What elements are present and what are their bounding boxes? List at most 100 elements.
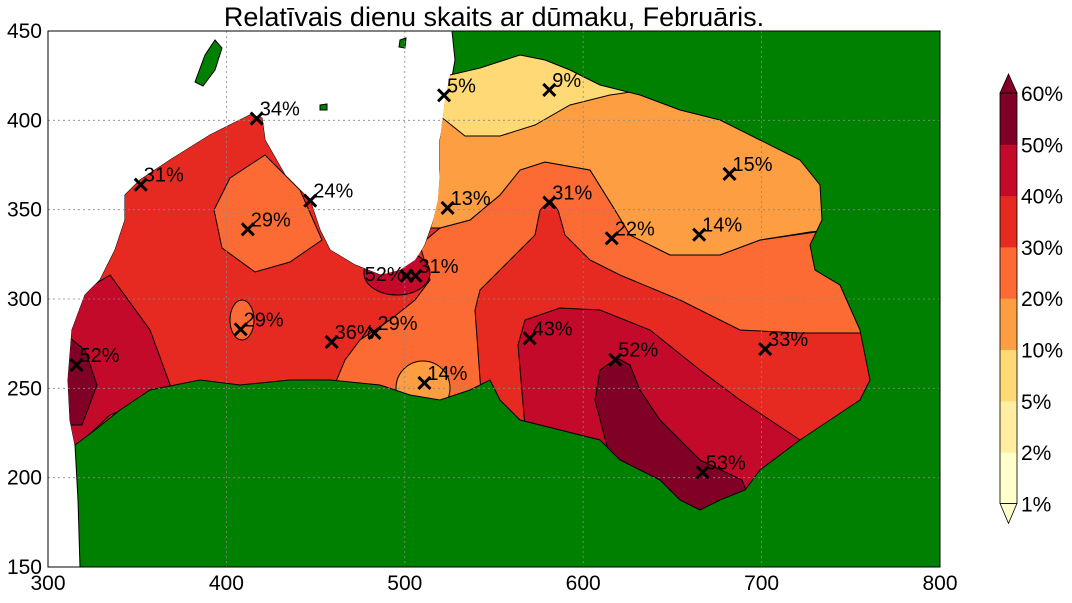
station-marker: 33% bbox=[758, 329, 808, 357]
station-marker: 15% bbox=[722, 154, 773, 181]
level-20-30 bbox=[213, 154, 323, 273]
station-label: 29% bbox=[377, 313, 417, 335]
station-label: 22% bbox=[615, 218, 655, 240]
colorbar-band bbox=[1000, 400, 1017, 453]
x-marker-icon bbox=[233, 322, 248, 337]
x-marker-icon bbox=[303, 193, 318, 208]
colorbar-band bbox=[1000, 452, 1017, 504]
x-marker-icon bbox=[758, 341, 773, 357]
x-tick-label: 400 bbox=[209, 572, 244, 595]
plot-frame bbox=[47, 30, 941, 568]
station-marker: 5% bbox=[436, 75, 476, 103]
station-label: 31% bbox=[144, 165, 184, 187]
station-marker: 29% bbox=[233, 309, 284, 337]
station-label: 43% bbox=[533, 318, 573, 340]
x-tick-label: 800 bbox=[922, 572, 957, 595]
x-marker-icon bbox=[240, 222, 255, 237]
x-tick-label: 300 bbox=[30, 572, 65, 595]
station-marker: 14% bbox=[692, 215, 742, 242]
station-label: 52% bbox=[80, 345, 120, 367]
chart-title: Relatīvais dienu skaits ar dūmaku, Febru… bbox=[224, 2, 764, 32]
y-tick-label: 300 bbox=[7, 288, 42, 311]
station-marker: 43% bbox=[522, 318, 573, 346]
colorbar-frame bbox=[999, 92, 1018, 504]
y-tick-label: 250 bbox=[7, 377, 42, 400]
station-marker: 29% bbox=[240, 209, 291, 237]
latvia-border bbox=[74, 54, 871, 511]
station-marker: 34% bbox=[249, 99, 300, 126]
station-label: 29% bbox=[251, 209, 291, 231]
station-marker: 9% bbox=[542, 70, 581, 98]
y-axis: 150 200 250 300 350 400 450 bbox=[7, 20, 42, 579]
colorbar-band bbox=[1000, 298, 1017, 350]
colorbar-label: 50% bbox=[1021, 134, 1063, 157]
station-marker: 14% bbox=[417, 363, 468, 391]
station-label: 52% bbox=[365, 264, 405, 286]
colorbar-label: 60% bbox=[1021, 83, 1063, 106]
x-marker-icon bbox=[324, 334, 339, 349]
colorbar-extend-min bbox=[999, 503, 1018, 525]
station-label: 31% bbox=[419, 256, 459, 278]
station-marker: 24% bbox=[303, 181, 353, 208]
x-tick-label: 600 bbox=[566, 572, 601, 595]
station-label: 9% bbox=[552, 70, 581, 92]
level-20-30 bbox=[229, 299, 255, 341]
station-marker: 31% bbox=[133, 165, 184, 192]
station-label: 13% bbox=[451, 188, 491, 210]
station-label: 29% bbox=[244, 309, 284, 331]
colorbar-band bbox=[1000, 195, 1017, 248]
y-tick-label: 200 bbox=[7, 467, 42, 490]
station-label: 15% bbox=[732, 154, 772, 176]
grid bbox=[48, 31, 940, 567]
x-marker-icon bbox=[695, 465, 710, 480]
x-marker-icon bbox=[417, 375, 432, 391]
x-marker-icon bbox=[692, 227, 707, 242]
y-tick-label: 150 bbox=[7, 556, 42, 579]
colorbar: 1% 2% 5% 10% 20% 30% 40% 50% 60% bbox=[999, 73, 1063, 525]
station-label: 31% bbox=[552, 183, 592, 205]
x-tick-label: 700 bbox=[744, 572, 779, 595]
colorbar-label: 1% bbox=[1021, 493, 1051, 516]
station-marker: 53% bbox=[695, 452, 746, 480]
station-marker: 13% bbox=[440, 188, 491, 215]
x-marker-icon bbox=[69, 358, 84, 373]
x-tick-label: 500 bbox=[387, 572, 422, 595]
station-label: 53% bbox=[706, 452, 746, 474]
station-marker: 52% bbox=[608, 340, 659, 367]
colorbar-label: 10% bbox=[1021, 340, 1063, 363]
colorbar-label: 30% bbox=[1021, 237, 1063, 260]
station-label: 24% bbox=[313, 181, 353, 203]
station-marker: 22% bbox=[604, 218, 655, 246]
station-marker: 36% bbox=[324, 322, 375, 349]
y-tick-label: 450 bbox=[7, 20, 42, 43]
x-marker-icon bbox=[249, 111, 264, 126]
station-label: 36% bbox=[335, 322, 375, 344]
station-marker: 52% bbox=[69, 345, 120, 373]
x-marker-icon bbox=[608, 352, 623, 367]
station-label: 14% bbox=[702, 215, 742, 237]
y-tick-label: 400 bbox=[7, 109, 42, 132]
x-marker-icon bbox=[542, 195, 557, 210]
stations: 5% 9% 34% 31% 15% 24% 13% 31% 29% 22% 14% 52% 31% 29%… bbox=[69, 70, 808, 480]
y-tick-label: 350 bbox=[7, 199, 42, 222]
station-label: 14% bbox=[427, 363, 467, 385]
colorbar-label: 40% bbox=[1021, 186, 1063, 209]
station-label: 34% bbox=[260, 99, 300, 121]
x-marker-icon bbox=[440, 200, 455, 215]
station-marker: 29% bbox=[367, 313, 418, 341]
x-marker-icon bbox=[604, 231, 619, 246]
colorbar-band bbox=[1000, 349, 1017, 402]
island bbox=[319, 103, 328, 111]
station-label: 5% bbox=[447, 75, 476, 97]
station-marker: 31% bbox=[408, 256, 459, 283]
colorbar-label: 20% bbox=[1021, 288, 1063, 311]
station-label: 33% bbox=[768, 329, 808, 351]
x-marker-icon bbox=[436, 88, 452, 103]
x-axis: 300 400 500 600 700 800 bbox=[30, 572, 957, 595]
colorbar-band bbox=[1000, 246, 1017, 299]
colorbar-band bbox=[1000, 93, 1017, 145]
colorbar-label: 5% bbox=[1021, 391, 1051, 414]
colorbar-band bbox=[1000, 144, 1017, 197]
x-marker-icon bbox=[408, 268, 423, 283]
